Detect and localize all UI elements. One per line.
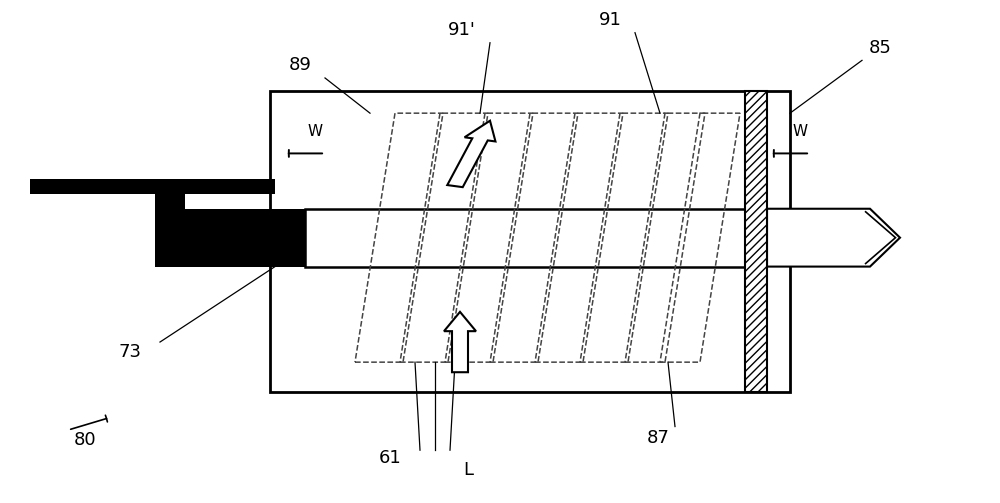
Text: 91: 91 xyxy=(599,11,621,29)
Text: 61: 61 xyxy=(379,449,401,467)
Polygon shape xyxy=(444,312,476,372)
Text: 73: 73 xyxy=(119,343,142,361)
Polygon shape xyxy=(447,121,495,187)
Text: W: W xyxy=(792,124,808,139)
Text: W: W xyxy=(307,124,323,139)
Text: 80: 80 xyxy=(74,431,96,449)
Bar xyxy=(30,179,275,194)
Text: 91': 91' xyxy=(448,21,476,39)
Text: L: L xyxy=(463,461,473,479)
Polygon shape xyxy=(767,209,900,267)
Bar xyxy=(270,91,790,392)
Bar xyxy=(745,91,767,392)
Bar xyxy=(305,209,745,267)
Bar xyxy=(155,194,185,267)
Text: 89: 89 xyxy=(289,56,311,74)
Text: 87: 87 xyxy=(647,429,669,447)
Text: 85: 85 xyxy=(869,39,891,57)
Bar xyxy=(155,209,305,267)
